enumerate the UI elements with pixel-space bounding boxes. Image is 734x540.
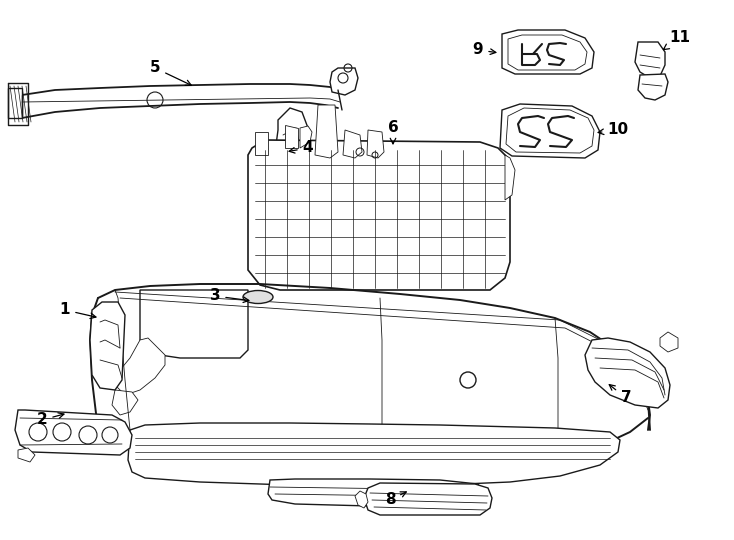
Polygon shape xyxy=(300,126,312,148)
Text: 9: 9 xyxy=(473,43,496,57)
Polygon shape xyxy=(367,130,384,158)
Polygon shape xyxy=(112,390,138,415)
Text: 3: 3 xyxy=(210,288,249,303)
Polygon shape xyxy=(15,410,132,455)
Polygon shape xyxy=(500,104,600,158)
Text: 6: 6 xyxy=(388,120,399,144)
Text: 4: 4 xyxy=(289,140,313,156)
Polygon shape xyxy=(285,125,298,148)
Polygon shape xyxy=(255,132,268,155)
Polygon shape xyxy=(660,332,678,352)
Text: 11: 11 xyxy=(664,30,691,50)
Polygon shape xyxy=(115,338,165,395)
Polygon shape xyxy=(90,302,125,390)
Polygon shape xyxy=(355,491,368,508)
Polygon shape xyxy=(635,42,665,78)
Polygon shape xyxy=(18,448,35,462)
Polygon shape xyxy=(248,140,510,290)
Polygon shape xyxy=(284,150,296,165)
Polygon shape xyxy=(315,105,338,158)
Polygon shape xyxy=(343,130,362,158)
Ellipse shape xyxy=(243,291,273,303)
Polygon shape xyxy=(502,30,594,74)
Text: 10: 10 xyxy=(598,123,628,138)
Polygon shape xyxy=(585,338,670,408)
Polygon shape xyxy=(330,68,358,95)
Polygon shape xyxy=(268,479,482,506)
Text: 8: 8 xyxy=(385,492,406,508)
Polygon shape xyxy=(638,74,668,100)
Polygon shape xyxy=(140,290,248,358)
Polygon shape xyxy=(8,88,22,118)
Polygon shape xyxy=(276,108,308,172)
Polygon shape xyxy=(128,423,620,486)
Text: 1: 1 xyxy=(59,302,96,319)
Polygon shape xyxy=(364,483,492,515)
Text: 2: 2 xyxy=(37,413,64,428)
Text: 7: 7 xyxy=(609,384,631,406)
Text: 5: 5 xyxy=(150,60,192,85)
Polygon shape xyxy=(505,155,515,200)
